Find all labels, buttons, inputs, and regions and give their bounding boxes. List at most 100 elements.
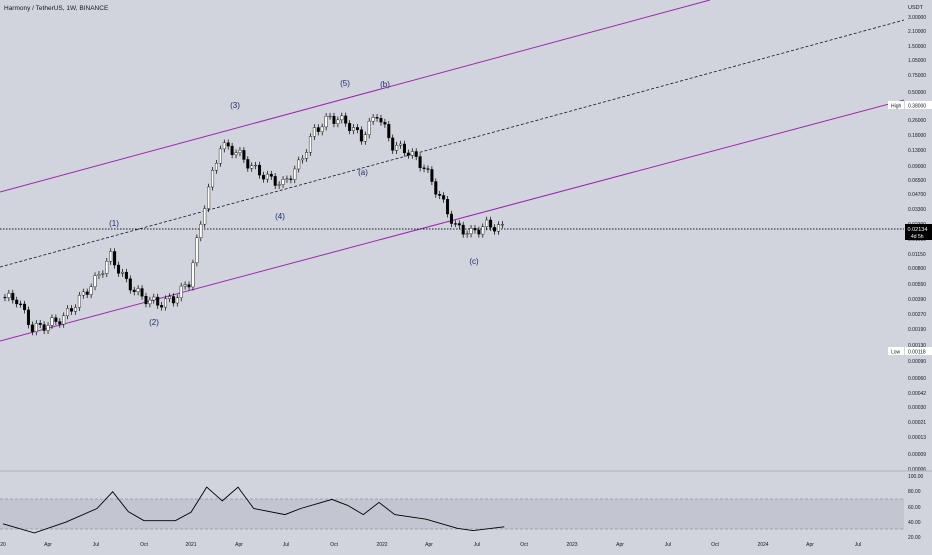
wave-label: (4) (275, 212, 285, 221)
candle-body (179, 285, 183, 298)
wave-label: (c) (469, 257, 479, 266)
candle-body (81, 291, 85, 296)
candle-body (128, 278, 132, 291)
candle-body (430, 169, 434, 182)
price-tick-label: 0.00130 (908, 343, 926, 349)
candle-body (442, 195, 446, 200)
wave-label: (b) (380, 80, 390, 89)
candle-body (195, 237, 199, 264)
indicator-line (2, 486, 505, 534)
candle-body (222, 142, 226, 150)
candle-body (199, 223, 203, 238)
candle-body (62, 315, 66, 325)
candle-body (422, 167, 426, 169)
candle-body (132, 289, 136, 292)
candle-body (242, 150, 246, 160)
candle-body (7, 292, 11, 298)
indicator-axis-ticks[interactable]: 100.00 80.00 60.00 40.00 20.00 (908, 474, 924, 541)
candle-body (77, 295, 81, 308)
price-tick-label: 0.04700 (908, 192, 926, 198)
wave-labels: (1) (2) (3) (4) (5) (a) (b) (c) (109, 79, 479, 327)
candle-body (23, 303, 27, 311)
candle-body (355, 127, 359, 130)
candle-body (207, 186, 211, 209)
time-tick-label: Jul (665, 542, 671, 548)
candle-body (336, 119, 340, 124)
price-tick-label: 0.00800 (908, 266, 926, 272)
candle-body (167, 296, 171, 299)
candle-body (238, 150, 242, 153)
candle-body (277, 184, 281, 186)
candle-body (418, 156, 422, 169)
time-tick-label: Jul (474, 542, 480, 548)
candle-body (54, 317, 58, 322)
time-axis-ticks[interactable]: 20 Apr Jul Oct 2021 Apr Jul Oct 2022 Apr Jul Oct 202… (0, 542, 861, 548)
candle-body (465, 233, 469, 235)
low-label-box (888, 347, 904, 355)
candle-body (324, 116, 328, 128)
candle-body (289, 178, 293, 180)
indicator-tick-label: 60.00 (908, 505, 921, 511)
candle-body (367, 120, 371, 135)
price-axis-currency: USDT (908, 5, 924, 11)
candle-body (328, 115, 332, 118)
candle-body (340, 115, 344, 121)
candle-body (449, 213, 453, 224)
candle-body (500, 224, 504, 226)
candle-body (312, 127, 316, 137)
price-tick-label: 0.00006 (908, 467, 926, 473)
low-label: Low (891, 350, 901, 356)
indicator-tick-label: 100.00 (908, 474, 924, 480)
price-tick-label: 0.00390 (908, 297, 926, 303)
channel-upper-line[interactable] (0, 0, 711, 193)
high-value-box (905, 101, 932, 109)
candle-body (481, 226, 485, 235)
candle-body (226, 142, 230, 147)
wave-label: (a) (358, 168, 368, 177)
time-tick-label: 2021 (185, 542, 196, 548)
candle-body (73, 307, 77, 312)
candle-body (469, 228, 473, 235)
candle-body (402, 143, 406, 154)
candle-body (144, 295, 148, 305)
symbol-title: Harmony / TetherUS, 1W, BINANCE (4, 5, 109, 12)
candle-body (269, 173, 273, 177)
candle-body (265, 173, 269, 180)
low-value: 0.00118 (908, 350, 926, 356)
time-tick-label: Oct (140, 542, 148, 548)
candle-body (493, 227, 497, 232)
wave-label: (3) (230, 101, 240, 110)
candle-body (477, 229, 481, 235)
indicator-band (0, 499, 904, 529)
candle-body (140, 288, 144, 297)
time-tick-label: Apr (425, 542, 433, 548)
candle-body (426, 168, 430, 170)
price-tick-label: 0.00550 (908, 282, 926, 288)
candle-body (285, 178, 289, 180)
time-tick-label: Apr (44, 542, 52, 548)
candle-body (457, 223, 461, 226)
candle-body (3, 296, 7, 299)
candle-body (363, 134, 367, 142)
candle-body (109, 251, 113, 262)
price-tick-label: 0.06500 (908, 178, 926, 184)
candle-body (171, 296, 175, 304)
high-value: 0.38000 (908, 104, 926, 110)
price-tick-label: 0.75000 (908, 73, 926, 79)
candle-body (42, 324, 46, 331)
wave-label: (1) (109, 219, 119, 228)
indicator-tick-label: 40.00 (908, 520, 921, 526)
candle-body (293, 168, 297, 180)
candle-body (273, 176, 277, 186)
candle-body (379, 117, 383, 123)
channel-middle-line[interactable] (0, 19, 905, 268)
price-candles (3, 112, 504, 336)
candle-body (254, 164, 258, 167)
candle-body (50, 317, 54, 326)
candle-body (93, 275, 97, 287)
candle-body (218, 148, 222, 164)
candle-body (308, 136, 312, 153)
high-label: High (891, 104, 902, 110)
